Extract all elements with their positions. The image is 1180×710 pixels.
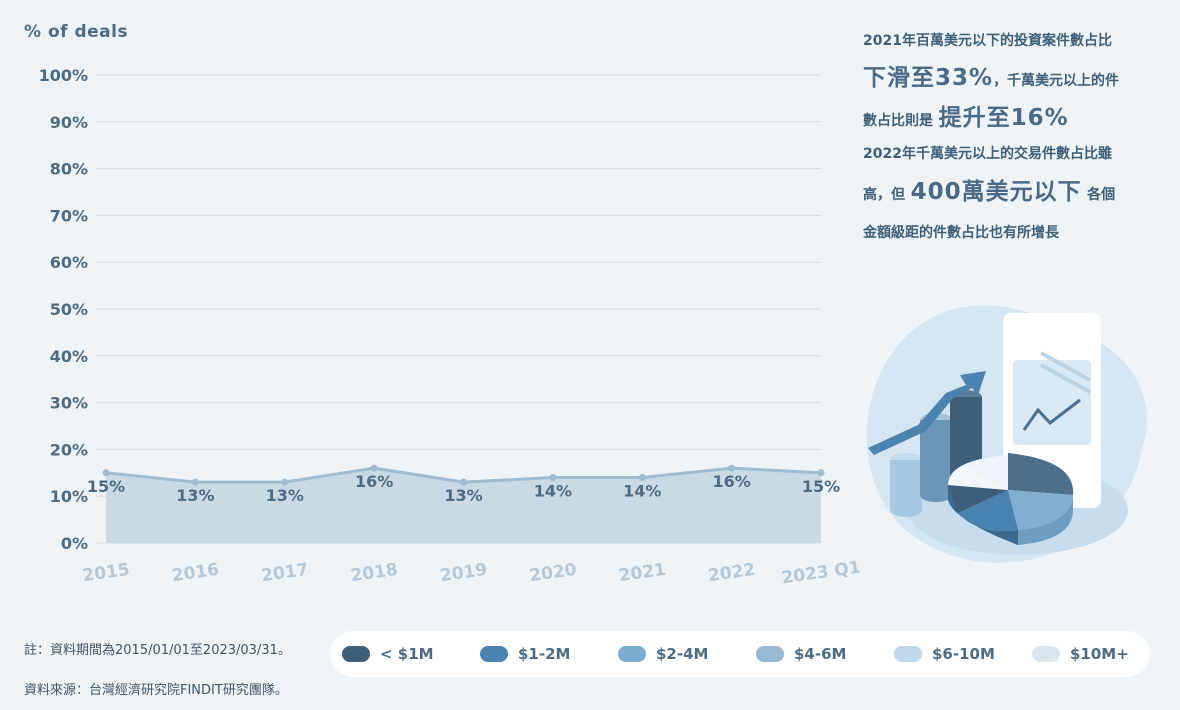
x-tick-label: 2015: [81, 560, 131, 586]
data-point: [460, 478, 467, 486]
y-tick-label: 100%: [39, 66, 88, 85]
legend-swatch: [1032, 646, 1060, 662]
y-tick-label: 30%: [50, 394, 88, 413]
x-tick-label: 2016: [171, 560, 221, 586]
legend-item-6-10m: $6-10M: [894, 645, 995, 663]
data-period-note: 註：資料期間為2015/01/01至2023/03/31。: [24, 643, 291, 658]
legend-label: $2-4M: [656, 645, 709, 663]
legend-label: $1-2M: [518, 645, 571, 663]
data-label: 13%: [266, 486, 304, 505]
info-highlight-2: 提升至16%: [938, 105, 1069, 131]
data-label: 15%: [87, 477, 125, 496]
legend-label: $10M+: [1070, 645, 1129, 663]
info-line-6: 金額級距的件數占比也有所增長: [863, 225, 1059, 241]
x-tick-label: 2018: [349, 560, 399, 586]
info-highlight-3: 400萬美元以下: [910, 179, 1082, 205]
legend-swatch: [618, 646, 646, 662]
data-label: 16%: [712, 472, 750, 491]
info-line-3: 數占比則是: [863, 113, 933, 129]
data-point: [817, 469, 825, 477]
data-label: 15%: [802, 477, 840, 496]
x-tick-label: 2021: [618, 560, 668, 586]
data-label: 13%: [444, 486, 482, 505]
y-tick-label: 90%: [50, 113, 88, 132]
legend-swatch: [342, 646, 370, 662]
legend-item-2-4m: $2-4M: [618, 645, 708, 663]
y-axis-title: % of deals: [24, 22, 129, 42]
y-tick-label: 80%: [50, 160, 88, 179]
legend: < $1M $1-2M $2-4M $4-6M $6-10M $10M+: [330, 631, 1150, 677]
y-tick-label: 40%: [50, 347, 88, 366]
legend-label: < $1M: [380, 645, 434, 663]
data-point: [638, 473, 646, 481]
data-label: 14%: [534, 481, 572, 500]
y-tick-label: 60%: [50, 253, 88, 272]
y-tick-label: 50%: [50, 300, 88, 319]
legend-item-1-2m: $1-2M: [480, 645, 570, 663]
line-area-chart: 0% 10% 20% 30% 40% 50% 60% 70% 80% 90% 100% 15% 2015…: [39, 66, 860, 589]
data-point: [728, 464, 736, 472]
legend-swatch: [480, 646, 508, 662]
info-line-1: 2021年百萬美元以下的投資案件數占比: [863, 33, 1112, 49]
y-tick-label: 70%: [50, 206, 88, 225]
info-line-2: ，千萬美元以上的件: [993, 73, 1120, 89]
info-line-4: 2022年千萬美元以上的交易件數占比雖: [863, 146, 1112, 162]
x-tick-label: 2022: [707, 560, 757, 586]
legend-item-under-1m: < $1M: [342, 645, 434, 663]
y-tick-label: 0%: [61, 534, 88, 553]
data-point: [281, 478, 289, 486]
legend-item-4-6m: $4-6M: [756, 645, 846, 663]
legend-swatch: [894, 646, 922, 662]
data-label: 16%: [355, 472, 393, 491]
legend-label: $6-10M: [932, 645, 995, 663]
data-label: 13%: [176, 486, 214, 505]
x-tick-label: 2020: [528, 560, 578, 586]
info-line-5b: 各個: [1087, 187, 1116, 203]
legend-label: $4-6M: [794, 645, 847, 663]
data-point: [102, 469, 110, 477]
data-point: [191, 478, 199, 486]
info-highlight-1: 下滑至33%: [863, 65, 994, 91]
y-tick-label: 20%: [50, 440, 88, 459]
data-point: [549, 473, 557, 481]
legend-item-10m-plus: $10M+: [1032, 645, 1129, 663]
x-tick-label: 2017: [260, 560, 310, 586]
x-tick-label: 2019: [439, 560, 489, 586]
data-source-note: 資料來源：台灣經濟研究院FINDIT研究團隊。: [24, 683, 288, 698]
chart-illustration-icon: [866, 305, 1147, 563]
info-line-5a: 高，但: [863, 187, 905, 203]
x-tick-label: 2023 Q1: [780, 558, 860, 589]
info-panel: 2021年百萬美元以下的投資案件數占比 下滑至33%，千萬美元以上的件 數占比則…: [863, 24, 1163, 250]
legend-swatch: [756, 646, 784, 662]
data-label: 14%: [623, 481, 661, 500]
data-point: [370, 464, 378, 472]
area-fill: [106, 468, 821, 543]
y-tick-label: 10%: [50, 487, 88, 506]
